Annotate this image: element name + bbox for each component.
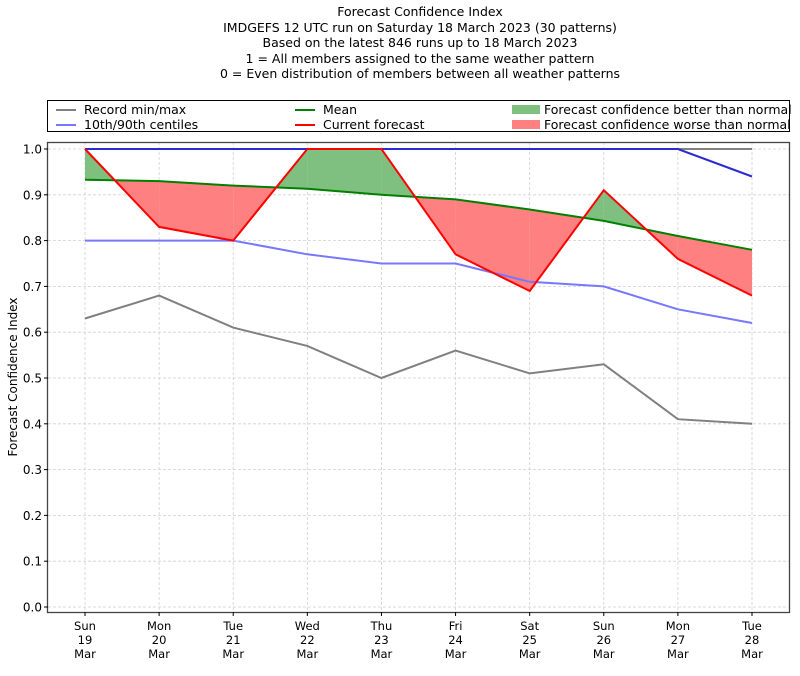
legend-swatch-worse — [512, 120, 540, 129]
legend-swatch-mean — [295, 108, 315, 111]
y-tick-label: 0.5 — [23, 372, 42, 386]
x-tick-label-date: 22 — [300, 633, 315, 647]
legend-item-current: Current forecast — [295, 117, 424, 132]
x-tick-label-month: Mar — [667, 647, 689, 661]
legend-item-better: Forecast confidence better than normal — [512, 102, 792, 117]
y-tick-label: 0.7 — [23, 280, 42, 294]
legend-label-better: Forecast confidence better than normal — [544, 102, 792, 117]
x-tick-label-month: Mar — [445, 647, 467, 661]
x-tick-label-month: Mar — [371, 647, 393, 661]
title-line-2: IMDGEFS 12 UTC run on Saturday 18 March … — [223, 19, 617, 35]
legend-item-worse: Forecast confidence worse than normal — [512, 117, 791, 132]
x-tick-label-day: Tue — [222, 619, 243, 633]
title-line-3: Based on the latest 846 runs up to 18 Ma… — [262, 35, 578, 51]
y-tick-label: 0.9 — [23, 188, 42, 202]
legend-label-record: Record min/max — [84, 102, 187, 117]
x-tick-label-month: Mar — [148, 647, 170, 661]
legend-swatch-better — [512, 105, 540, 114]
title-line-1: Forecast Confidence Index — [337, 4, 503, 19]
fill-worse-than-normal — [159, 181, 234, 241]
title-line-4: 1 = All members assigned to the same wea… — [245, 50, 595, 66]
x-tick-label-month: Mar — [296, 647, 318, 661]
x-tick-label-day: Mon — [147, 619, 171, 633]
x-tick-label-date: 19 — [78, 633, 93, 647]
x-tick-label-month: Mar — [593, 647, 615, 661]
legend-item-centiles: 10th/90th centiles — [56, 117, 198, 132]
x-axis: Sun19MarMon20MarTue21MarWed22MarThu23Mar… — [74, 612, 763, 661]
y-tick-label: 0.3 — [23, 463, 42, 477]
x-tick-label-month: Mar — [222, 647, 244, 661]
series-line-10th-centile — [85, 239, 753, 324]
x-tick-label-month: Mar — [74, 647, 96, 661]
legend-item-record: Record min/max — [56, 102, 186, 117]
y-tick-label: 0.6 — [23, 326, 42, 340]
chart-title: Forecast Confidence Index IMDGEFS 12 UTC… — [0, 4, 800, 82]
series-line-mean — [84, 178, 753, 251]
series-line-record-min — [84, 294, 753, 425]
fill-worse-than-normal — [455, 199, 530, 291]
x-tick-label-date: 21 — [226, 633, 241, 647]
x-tick-label-day: Sat — [520, 619, 539, 633]
legend-label-centiles: 10th/90th centiles — [84, 117, 199, 132]
x-tick-label-day: Wed — [295, 619, 320, 633]
y-tick-label: 1.0 — [23, 143, 42, 157]
x-tick-label-day: Sun — [74, 619, 96, 633]
x-tick-label-month: Mar — [519, 647, 541, 661]
y-tick-label: 0.1 — [23, 555, 42, 569]
y-axis: 0.0 0.1 0.2 0.3 0.4 0.5 0.6 0.7 0.8 0.9 1.0 — [23, 143, 48, 615]
x-tick-label-date: 23 — [374, 633, 389, 647]
series-line-90th-centile — [85, 148, 753, 178]
legend-swatch-record — [56, 108, 76, 111]
legend-item-mean: Mean — [295, 102, 357, 117]
legend: Record min/max 10th/90th centiles Mean C… — [47, 100, 792, 132]
x-tick-label-day: Fri — [449, 619, 463, 633]
x-tick-label-day: Sun — [593, 619, 615, 633]
x-tick-label-date: 26 — [596, 633, 611, 647]
x-tick-label-date: 28 — [745, 633, 760, 647]
legend-label-current: Current forecast — [323, 117, 425, 132]
fill-worse-than-normal — [677, 236, 752, 296]
y-tick-label: 0.0 — [23, 601, 42, 615]
series-line-current-forecast — [84, 148, 753, 297]
fill-worse-than-normal — [529, 209, 584, 291]
x-tick-label-month: Mar — [741, 647, 763, 661]
title-line-5: 0 = Even distribution of members between… — [219, 66, 621, 82]
y-tick-label: 0.4 — [23, 417, 42, 431]
y-axis-label: Forecast Confidence Index — [6, 298, 20, 457]
x-tick-label-date: 27 — [671, 633, 686, 647]
confidence-fills — [85, 149, 752, 296]
x-tick-label-day: Thu — [370, 619, 393, 633]
grid — [48, 142, 790, 612]
x-tick-label-date: 25 — [522, 633, 537, 647]
x-tick-label-date: 20 — [152, 633, 167, 647]
legend-swatch-current — [295, 123, 315, 126]
y-tick-label: 0.2 — [23, 509, 42, 523]
fill-better-than-normal — [307, 149, 382, 195]
legend-label-mean: Mean — [323, 102, 358, 117]
series-lines — [84, 148, 753, 425]
x-tick-label-day: Tue — [741, 619, 762, 633]
legend-swatch-centiles — [56, 123, 76, 126]
y-tick-label: 0.8 — [23, 234, 42, 248]
x-tick-label-date: 24 — [448, 633, 463, 647]
x-tick-label-day: Mon — [666, 619, 690, 633]
legend-label-worse: Forecast confidence worse than normal — [544, 117, 791, 132]
